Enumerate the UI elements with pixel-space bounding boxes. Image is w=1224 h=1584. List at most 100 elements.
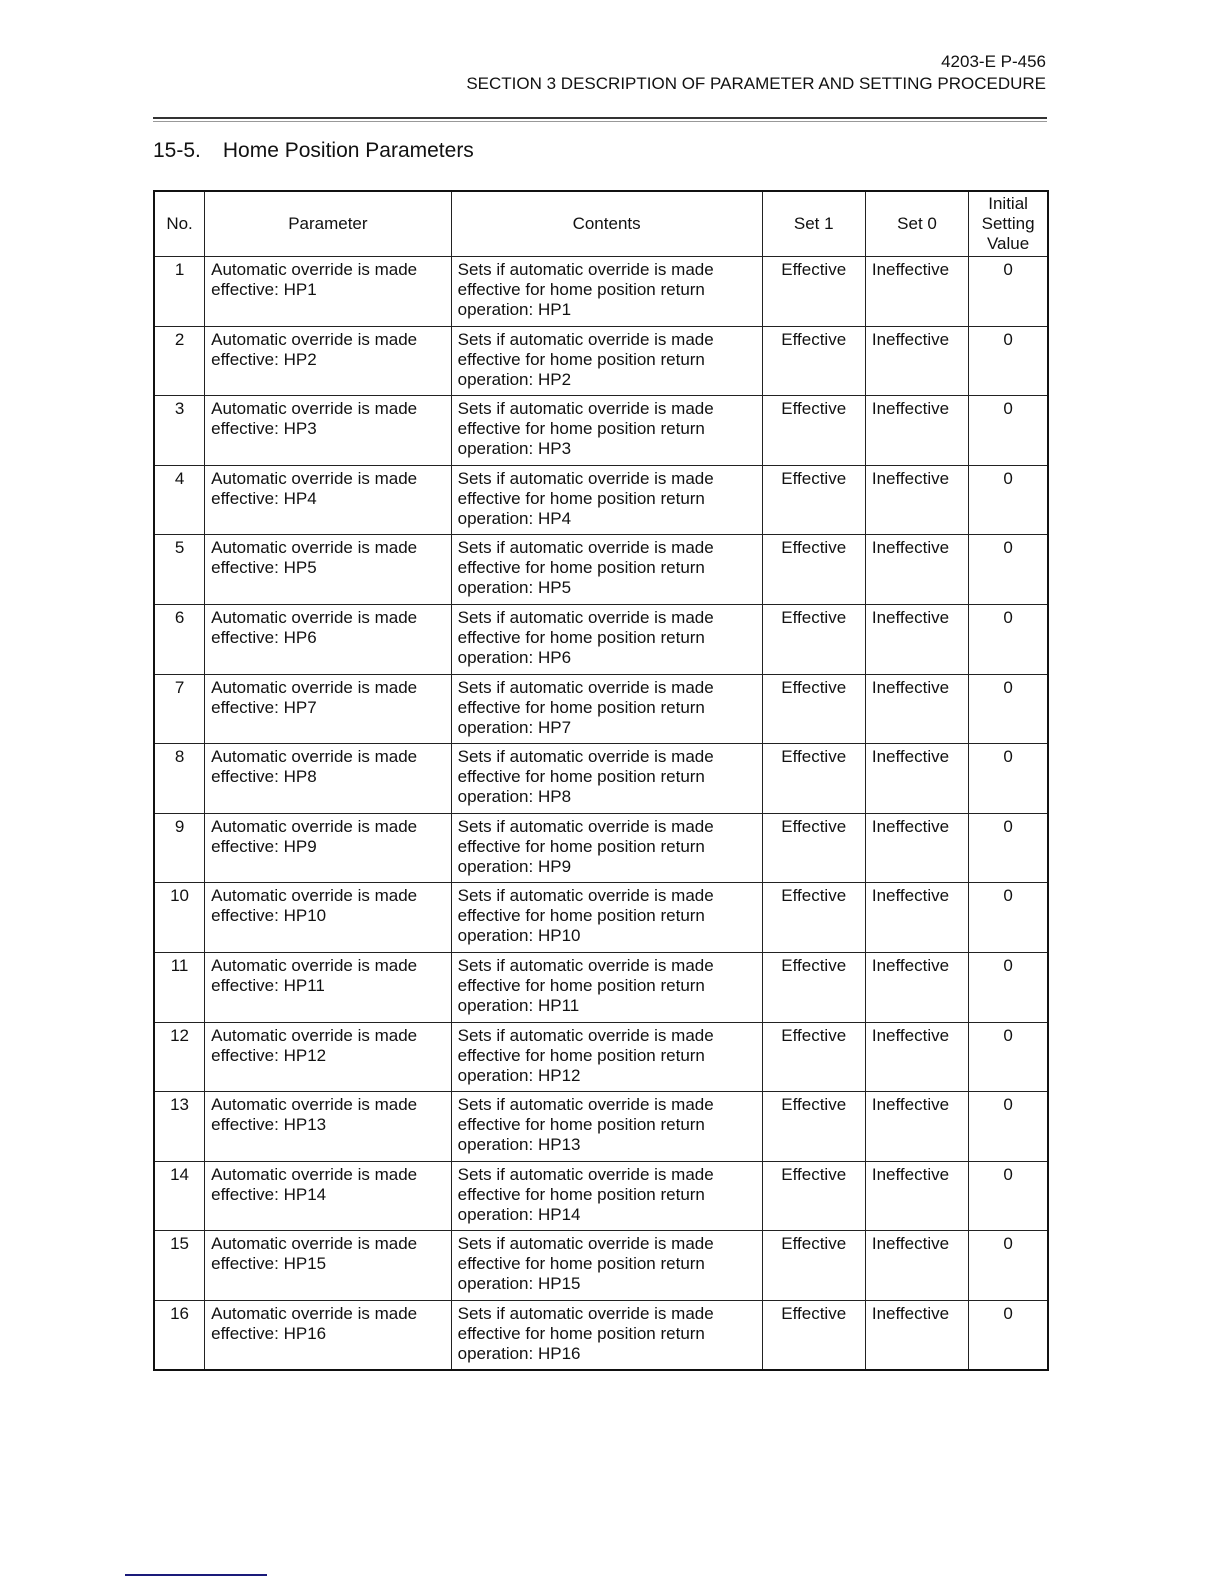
cell-set1: Effective: [761, 743, 866, 814]
cell-set1: Effective: [761, 1091, 866, 1162]
cell-set0: Ineffective: [864, 812, 970, 884]
cell-no: 2: [153, 325, 206, 397]
cell-set1: Effective: [761, 325, 866, 397]
cell-parameter: Automatic override is made effective: HP…: [204, 534, 452, 605]
table-row: 14 Automatic override is made effective: …: [153, 1160, 1049, 1232]
cell-no: 9: [153, 812, 206, 884]
cell-set0: Ineffective: [864, 325, 970, 397]
header-rule-secondary: [153, 121, 1047, 122]
cell-initial: 0: [968, 256, 1049, 327]
cell-set0: Ineffective: [864, 1021, 970, 1093]
cell-set0: Ineffective: [864, 951, 970, 1023]
section-number: 15-5.: [153, 139, 201, 162]
cell-set1: Effective: [761, 1299, 866, 1371]
cell-no: 8: [153, 743, 206, 814]
column-header-contents: Contents: [450, 190, 763, 257]
table-row: 9 Automatic override is made effective: H…: [153, 812, 1049, 884]
table-row: 6 Automatic override is made effective: H…: [153, 603, 1049, 675]
page-title: 15-5. Home Position Parameters: [153, 139, 496, 163]
footer-rule: [125, 1574, 267, 1576]
parameter-table: No. Parameter Contents Set 1 Set 0 Initi…: [153, 190, 1049, 1371]
table-row: 1 Automatic override is made effective: H…: [153, 256, 1049, 327]
cell-parameter: Automatic override is made effective: HP…: [204, 743, 452, 814]
cell-set1: Effective: [761, 1230, 866, 1301]
cell-initial: 0: [968, 1299, 1049, 1371]
cell-initial: 0: [968, 464, 1049, 536]
cell-initial: 0: [968, 743, 1049, 814]
cell-initial: 0: [968, 395, 1049, 466]
table-row: 13 Automatic override is made effective: …: [153, 1091, 1049, 1162]
cell-initial: 0: [968, 812, 1049, 884]
cell-set1: Effective: [761, 951, 866, 1023]
cell-parameter: Automatic override is made effective: HP…: [204, 256, 452, 327]
cell-set0: Ineffective: [864, 743, 970, 814]
cell-no: 12: [153, 1021, 206, 1093]
cell-no: 1: [153, 256, 206, 327]
cell-parameter: Automatic override is made effective: HP…: [204, 812, 452, 884]
cell-parameter: Automatic override is made effective: HP…: [204, 1091, 452, 1162]
cell-contents: Sets if automatic override is made effec…: [450, 1299, 763, 1371]
cell-set1: Effective: [761, 673, 866, 745]
cell-contents: Sets if automatic override is made effec…: [450, 673, 763, 745]
cell-set1: Effective: [761, 1021, 866, 1093]
cell-no: 16: [153, 1299, 206, 1371]
cell-set0: Ineffective: [864, 673, 970, 745]
cell-initial: 0: [968, 534, 1049, 605]
cell-initial: 0: [968, 1230, 1049, 1301]
column-header-parameter: Parameter: [204, 190, 452, 257]
cell-no: 10: [153, 882, 206, 953]
cell-set1: Effective: [761, 812, 866, 884]
cell-initial: 0: [968, 951, 1049, 1023]
cell-set1: Effective: [761, 1160, 866, 1232]
cell-set0: Ineffective: [864, 534, 970, 605]
cell-contents: Sets if automatic override is made effec…: [450, 1091, 763, 1162]
cell-set1: Effective: [761, 395, 866, 466]
table-row: 3 Automatic override is made effective: H…: [153, 395, 1049, 466]
cell-parameter: Automatic override is made effective: HP…: [204, 395, 452, 466]
cell-contents: Sets if automatic override is made effec…: [450, 603, 763, 675]
table-row: 7 Automatic override is made effective: H…: [153, 673, 1049, 745]
column-header-set1: Set 1: [761, 190, 866, 257]
cell-set0: Ineffective: [864, 1230, 970, 1301]
table-row: 10 Automatic override is made effective: …: [153, 882, 1049, 953]
cell-set0: Ineffective: [864, 882, 970, 953]
cell-initial: 0: [968, 882, 1049, 953]
cell-initial: 0: [968, 1160, 1049, 1232]
section-header: SECTION 3 DESCRIPTION OF PARAMETER AND S…: [466, 74, 1046, 93]
table-row: 12 Automatic override is made effective: …: [153, 1021, 1049, 1093]
cell-contents: Sets if automatic override is made effec…: [450, 534, 763, 605]
cell-parameter: Automatic override is made effective: HP…: [204, 464, 452, 536]
cell-no: 7: [153, 673, 206, 745]
cell-contents: Sets if automatic override is made effec…: [450, 951, 763, 1023]
cell-set0: Ineffective: [864, 1160, 970, 1232]
cell-initial: 0: [968, 325, 1049, 397]
table-row: 2 Automatic override is made effective: H…: [153, 325, 1049, 397]
cell-initial: 0: [968, 603, 1049, 675]
cell-no: 6: [153, 603, 206, 675]
cell-set1: Effective: [761, 256, 866, 327]
cell-parameter: Automatic override is made effective: HP…: [204, 1021, 452, 1093]
cell-parameter: Automatic override is made effective: HP…: [204, 951, 452, 1023]
cell-set0: Ineffective: [864, 1299, 970, 1371]
cell-contents: Sets if automatic override is made effec…: [450, 1230, 763, 1301]
table-row: 4 Automatic override is made effective: H…: [153, 464, 1049, 536]
cell-initial: 0: [968, 1021, 1049, 1093]
section-title: Home Position Parameters: [222, 139, 474, 162]
cell-parameter: Automatic override is made effective: HP…: [204, 1230, 452, 1301]
cell-contents: Sets if automatic override is made effec…: [450, 882, 763, 953]
cell-set0: Ineffective: [864, 256, 970, 327]
cell-set1: Effective: [761, 882, 866, 953]
cell-contents: Sets if automatic override is made effec…: [450, 325, 763, 397]
header-rule: [153, 117, 1047, 119]
cell-set0: Ineffective: [864, 464, 970, 536]
cell-parameter: Automatic override is made effective: HP…: [204, 325, 452, 397]
column-header-set0: Set 0: [864, 190, 970, 257]
cell-contents: Sets if automatic override is made effec…: [450, 1021, 763, 1093]
document-id: 4203-E P-456: [941, 52, 1046, 71]
cell-initial: 0: [968, 1091, 1049, 1162]
cell-parameter: Automatic override is made effective: HP…: [204, 882, 452, 953]
cell-set0: Ineffective: [864, 603, 970, 675]
cell-set1: Effective: [761, 603, 866, 675]
cell-parameter: Automatic override is made effective: HP…: [204, 603, 452, 675]
cell-contents: Sets if automatic override is made effec…: [450, 395, 763, 466]
